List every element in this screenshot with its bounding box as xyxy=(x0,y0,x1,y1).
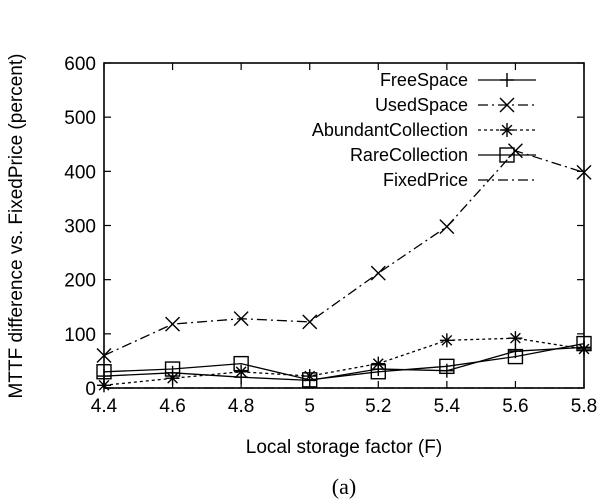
legend-marker-usedspace xyxy=(499,97,515,113)
legend-marker-freespace xyxy=(500,73,514,87)
x-tick-label: 5 xyxy=(304,396,315,417)
point-freespace xyxy=(508,344,523,359)
point-abundantcollection xyxy=(165,371,180,386)
point-abundantcollection xyxy=(577,342,591,356)
point-usedspace xyxy=(302,314,318,330)
x-tick-label: 5.8 xyxy=(571,396,597,417)
x-tick-label: 4.8 xyxy=(228,396,254,417)
y-tick-label: 300 xyxy=(64,217,96,238)
axis-ticks: 0 100 200 300 400 500 600 4.4 4.6 4.8 5 5.2 5.4 5.6 5.… xyxy=(64,54,597,417)
series-line-rarecollection xyxy=(103,342,585,381)
series-markers xyxy=(96,143,592,393)
x-tick-label: 5.4 xyxy=(434,396,461,417)
x-tick-label: 4.6 xyxy=(159,396,185,417)
point-usedspace xyxy=(439,219,455,235)
point-rarecollection xyxy=(576,335,592,352)
point-rarecollection xyxy=(96,364,112,380)
point-abundantcollection xyxy=(97,378,111,393)
plot-area xyxy=(103,62,585,389)
series-line-freespace xyxy=(103,346,585,382)
x-axis-label: Local storage factor (F) xyxy=(246,437,442,458)
y-tick-label: 0 xyxy=(85,379,96,400)
point-abundantcollection xyxy=(508,331,523,346)
legend-label-usedspace: UsedSpace xyxy=(375,95,468,115)
point-rarecollection xyxy=(439,358,455,375)
legend-label-fixedprice: FixedPrice xyxy=(383,170,468,190)
series-line-abundantcollection xyxy=(103,337,585,386)
legend-label-freespace: FreeSpace xyxy=(380,70,468,90)
series-lines xyxy=(103,150,585,389)
point-abundantcollection xyxy=(302,369,317,384)
x-tick-label: 4.4 xyxy=(91,396,118,417)
legend-label-rarecollection: RareCollection xyxy=(350,145,468,165)
y-tick-label: 100 xyxy=(64,325,96,346)
point-abundantcollection xyxy=(371,356,386,371)
legend-marker-abundantcollection xyxy=(500,123,514,137)
point-usedspace xyxy=(96,348,112,363)
point-usedspace xyxy=(576,164,592,180)
point-abundantcollection xyxy=(439,333,454,348)
point-usedspace xyxy=(370,265,386,281)
y-tick-label: 600 xyxy=(64,54,96,75)
x-tick-label: 5.6 xyxy=(502,396,528,417)
legend-label-abundantcollection: AbundantCollection xyxy=(312,120,468,140)
y-tick-label: 500 xyxy=(64,108,96,129)
plot-frame xyxy=(103,62,585,389)
series-line-usedspace xyxy=(103,150,585,357)
point-freespace xyxy=(439,363,454,378)
legend-marker-rarecollection xyxy=(499,147,515,163)
point-rarecollection xyxy=(164,361,181,377)
point-usedspace xyxy=(233,311,249,327)
point-rarecollection xyxy=(302,372,318,388)
point-rarecollection xyxy=(507,348,524,365)
y-tick-label: 200 xyxy=(64,271,96,292)
point-rarecollection xyxy=(233,355,249,372)
y-tick-label: 400 xyxy=(64,162,96,183)
point-rarecollection xyxy=(370,364,386,380)
figure-caption: (a) xyxy=(332,474,356,499)
point-usedspace xyxy=(165,316,181,332)
legend: FreeSpace UsedSpace AbundantCollection Rare… xyxy=(312,70,536,190)
y-axis-label: MTTF difference vs. FixedPrice (percent) xyxy=(6,54,27,399)
x-tick-label: 5.2 xyxy=(365,396,391,417)
point-abundantcollection xyxy=(234,364,249,379)
